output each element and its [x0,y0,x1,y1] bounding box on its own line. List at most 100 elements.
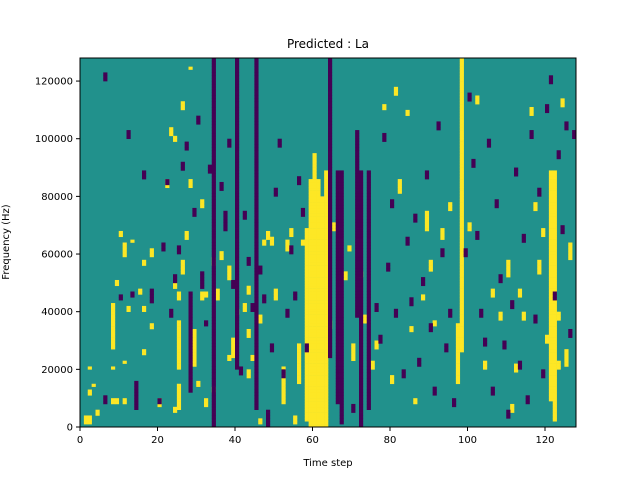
heatmap-cell-low [366,184,371,189]
heatmap-cell-low [254,334,259,338]
heatmap-cell-high [568,254,573,258]
heatmap-cell-high [459,228,464,232]
heatmap-cell-high [552,398,557,402]
heatmap-cell-low [359,288,364,292]
heatmap-cell-high [324,349,329,353]
heatmap-cell-low [339,282,344,287]
heatmap-cell-high [308,242,313,246]
heatmap-cell-high [316,406,321,410]
heatmap-cell-low [366,323,371,327]
heatmap-cell-low [359,285,364,289]
heatmap-cell-low [537,187,542,191]
heatmap-cell-high [517,288,523,292]
heatmap-cell-high [312,207,317,212]
heatmap-cell-high [424,213,430,217]
heatmap-cell-low [366,205,371,209]
heatmap-cell-high [548,242,554,246]
heatmap-cell-low [339,230,344,235]
heatmap-cell-low [339,279,344,284]
heatmap-cell-high [289,228,294,232]
heatmap-cell-low [277,141,282,145]
heatmap-cell-high [552,262,557,266]
heatmap-cell-high [548,305,554,310]
heatmap-cell-high [506,265,511,269]
heatmap-cell-low [366,354,371,359]
heatmap-cell-high [312,317,317,321]
heatmap-cell-low [335,205,340,209]
heatmap-cell-high [180,271,185,275]
heatmap-cell-high [459,144,464,148]
heatmap-cell-high [312,383,317,387]
heatmap-cell-high [308,207,313,212]
heatmap-cell-low [359,409,364,413]
heatmap-cell-high [459,303,464,307]
heatmap-cell-low [211,386,216,390]
heatmap-cell-low [149,291,154,295]
heatmap-cell-low [339,228,344,232]
heatmap-cell-low [339,181,344,186]
heatmap-cell-low [405,242,410,246]
heatmap-cell-high [312,331,317,336]
heatmap-cell-high [316,225,321,229]
heatmap-cell-low [235,219,240,223]
heatmap-cell-low [328,248,333,252]
heatmap-cell-high [548,352,554,356]
heatmap-cell-low [254,60,259,65]
heatmap-cell-low [339,196,344,200]
heatmap-cell-high [320,303,325,307]
heatmap-cell-low [366,225,371,229]
heatmap-cell-high [316,383,321,387]
heatmap-cell-low [235,92,240,96]
heatmap-cell-low [355,254,360,258]
heatmap-cell-high [308,251,313,255]
heatmap-cell-low [169,311,174,315]
heatmap-cell-low [235,308,240,312]
heatmap-cell-low [467,95,472,99]
heatmap-cell-low [254,109,259,114]
heatmap-cell-high [312,225,317,229]
heatmap-cell-high [312,230,317,235]
heatmap-cell-low [444,346,449,350]
heatmap-cell-low [335,170,340,174]
heatmap-cell-low [560,228,565,232]
heatmap-cell-high [324,421,329,425]
heatmap-cell-high [308,357,313,361]
heatmap-cell-low [467,92,472,96]
heatmap-cell-high [320,418,325,422]
heatmap-cell-high [324,225,329,229]
heatmap-cell-low [366,193,371,197]
heatmap-cell-high [459,331,464,336]
heatmap-cell-low [235,158,240,163]
heatmap-cell-low [366,265,371,269]
heatmap-cell-low [211,357,216,361]
heatmap-cell-low [366,277,371,281]
heatmap-cell-high [324,187,329,191]
heatmap-cell-low [235,331,240,336]
heatmap-cell-high [308,199,313,203]
heatmap-cell-high [521,317,526,321]
heatmap-cell-high [227,277,232,281]
heatmap-cell-low [339,242,344,246]
heatmap-cell-low [452,401,457,405]
heatmap-cell-low [254,170,259,174]
heatmap-cell-low [328,63,333,67]
heatmap-cell-low [235,63,240,67]
heatmap-cell-high [548,277,554,281]
heatmap-cell-high [297,366,302,370]
heatmap-cell-low [339,262,344,266]
heatmap-cell-low [254,380,259,385]
heatmap-cell-low [235,236,240,240]
heatmap-cell-low [103,72,108,76]
heatmap-cell-high [324,403,329,408]
heatmap-cell-low [211,132,216,137]
heatmap-cell-low [211,412,216,416]
heatmap-cell-low [335,173,340,177]
heatmap-cell-high [316,222,321,226]
heatmap-cell-high [312,323,317,327]
heatmap-cell-high [548,170,554,174]
heatmap-cell-high [316,317,321,321]
heatmap-cell-high [308,254,313,258]
heatmap-cell-high [405,112,410,116]
heatmap-cell-low [355,305,360,310]
heatmap-cell-low [463,251,468,255]
